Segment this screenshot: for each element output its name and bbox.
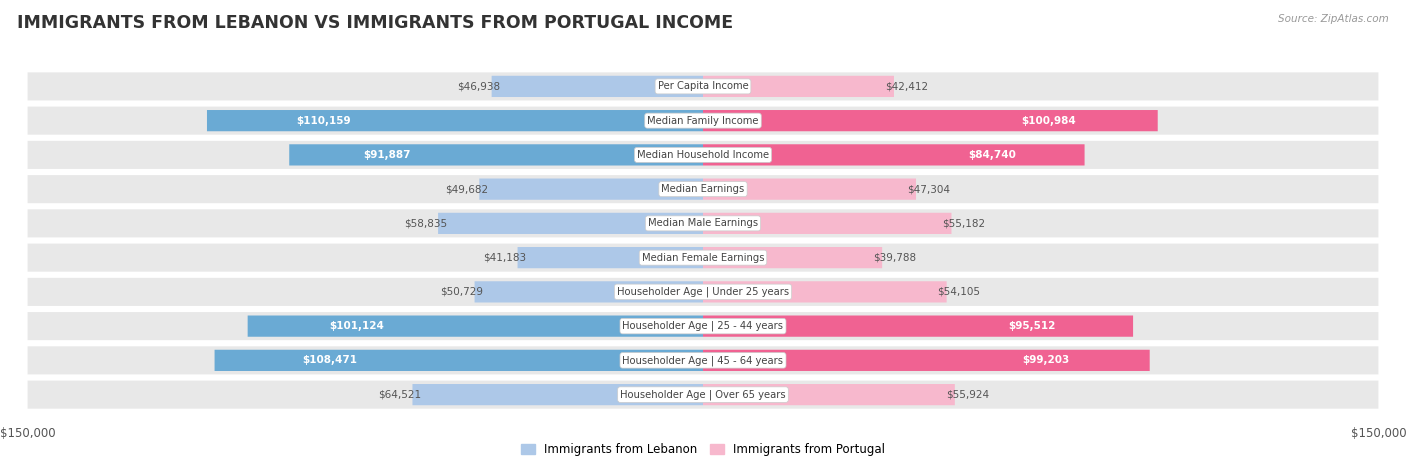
FancyBboxPatch shape: [412, 384, 703, 405]
FancyBboxPatch shape: [703, 247, 882, 268]
Text: $39,788: $39,788: [873, 253, 917, 262]
FancyBboxPatch shape: [475, 281, 703, 303]
FancyBboxPatch shape: [517, 247, 703, 268]
FancyBboxPatch shape: [207, 110, 703, 131]
Text: $46,938: $46,938: [457, 81, 501, 92]
Text: $95,512: $95,512: [1008, 321, 1056, 331]
Text: $47,304: $47,304: [907, 184, 950, 194]
FancyBboxPatch shape: [703, 281, 946, 303]
FancyBboxPatch shape: [703, 144, 1084, 165]
Text: $58,835: $58,835: [404, 219, 447, 228]
Text: $49,682: $49,682: [446, 184, 488, 194]
Text: $110,159: $110,159: [297, 116, 352, 126]
Text: $64,521: $64,521: [378, 389, 422, 400]
FancyBboxPatch shape: [703, 76, 894, 97]
Text: $41,183: $41,183: [484, 253, 527, 262]
FancyBboxPatch shape: [28, 244, 1378, 272]
Text: Householder Age | 25 - 44 years: Householder Age | 25 - 44 years: [623, 321, 783, 332]
Text: Per Capita Income: Per Capita Income: [658, 81, 748, 92]
Text: Householder Age | Over 65 years: Householder Age | Over 65 years: [620, 389, 786, 400]
FancyBboxPatch shape: [28, 347, 1378, 375]
Text: Median Male Earnings: Median Male Earnings: [648, 219, 758, 228]
FancyBboxPatch shape: [703, 213, 952, 234]
Text: $108,471: $108,471: [302, 355, 357, 365]
FancyBboxPatch shape: [439, 213, 703, 234]
Text: $91,887: $91,887: [364, 150, 411, 160]
Text: $55,924: $55,924: [946, 389, 988, 400]
FancyBboxPatch shape: [703, 350, 1150, 371]
FancyBboxPatch shape: [492, 76, 703, 97]
FancyBboxPatch shape: [28, 72, 1378, 100]
FancyBboxPatch shape: [28, 175, 1378, 203]
FancyBboxPatch shape: [703, 384, 955, 405]
FancyBboxPatch shape: [290, 144, 703, 165]
FancyBboxPatch shape: [28, 381, 1378, 409]
Text: $42,412: $42,412: [884, 81, 928, 92]
Text: Median Earnings: Median Earnings: [661, 184, 745, 194]
FancyBboxPatch shape: [703, 316, 1133, 337]
Text: $55,182: $55,182: [942, 219, 986, 228]
Text: Householder Age | Under 25 years: Householder Age | Under 25 years: [617, 287, 789, 297]
FancyBboxPatch shape: [28, 278, 1378, 306]
Text: Median Family Income: Median Family Income: [647, 116, 759, 126]
FancyBboxPatch shape: [28, 141, 1378, 169]
Text: $84,740: $84,740: [967, 150, 1017, 160]
Text: $100,984: $100,984: [1021, 116, 1076, 126]
FancyBboxPatch shape: [28, 106, 1378, 134]
Text: $101,124: $101,124: [329, 321, 384, 331]
FancyBboxPatch shape: [215, 350, 703, 371]
Text: $99,203: $99,203: [1022, 355, 1070, 365]
Text: IMMIGRANTS FROM LEBANON VS IMMIGRANTS FROM PORTUGAL INCOME: IMMIGRANTS FROM LEBANON VS IMMIGRANTS FR…: [17, 14, 733, 32]
FancyBboxPatch shape: [28, 209, 1378, 237]
Text: Median Household Income: Median Household Income: [637, 150, 769, 160]
Text: $54,105: $54,105: [938, 287, 980, 297]
FancyBboxPatch shape: [703, 110, 1157, 131]
Text: Householder Age | 45 - 64 years: Householder Age | 45 - 64 years: [623, 355, 783, 366]
FancyBboxPatch shape: [479, 178, 703, 200]
Text: Source: ZipAtlas.com: Source: ZipAtlas.com: [1278, 14, 1389, 24]
Text: Median Female Earnings: Median Female Earnings: [641, 253, 765, 262]
Legend: Immigrants from Lebanon, Immigrants from Portugal: Immigrants from Lebanon, Immigrants from…: [516, 439, 890, 461]
FancyBboxPatch shape: [247, 316, 703, 337]
FancyBboxPatch shape: [703, 178, 915, 200]
FancyBboxPatch shape: [28, 312, 1378, 340]
Text: $50,729: $50,729: [440, 287, 484, 297]
